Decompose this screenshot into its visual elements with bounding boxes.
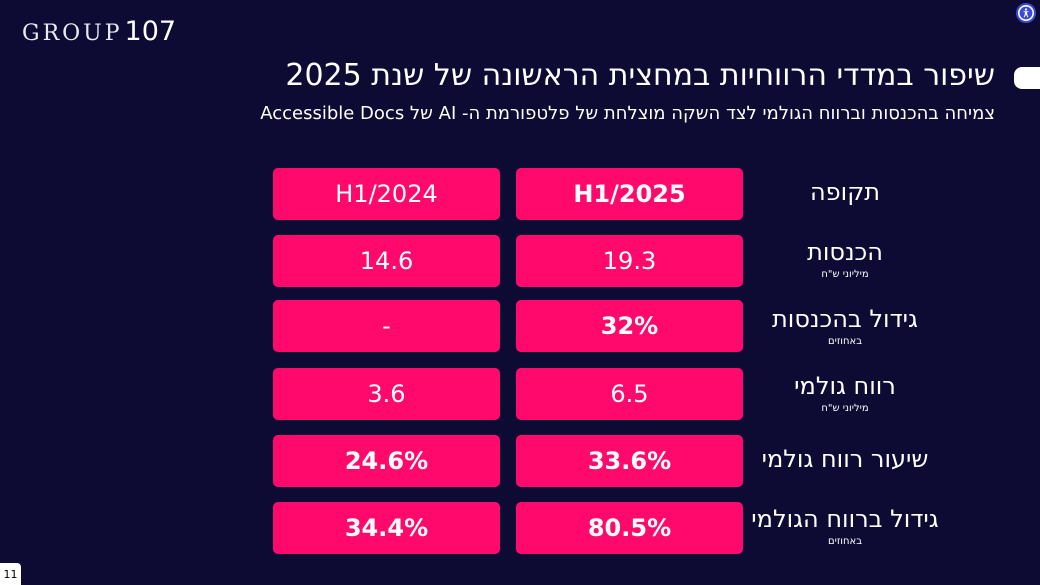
cell-h1-2024: - [273,300,500,352]
row-label-text: גידול בהכנסות [772,305,918,333]
cell-h1-2025: 6.5 [516,368,743,420]
row-sublabel: באחוזים [827,536,863,547]
row-label-text: שיעור רווח גולמי [761,445,929,473]
cell-h1-2024: 24.6% [273,435,500,487]
page-subtitle: צמיחה בהכנסות וברווח הגולמי לצד השקה מוצ… [260,103,995,124]
row-label: גידול ברווח הגולמי באחוזים [745,505,945,547]
page-title: שיפור במדדי הרווחיות במחצית הראשונה של ש… [285,58,995,93]
row-label-text: גידול ברווח הגולמי [751,505,939,533]
row-label: תקופה [745,178,945,206]
cell-h1-2025: 33.6% [516,435,743,487]
logo-word: GROUP [22,21,123,46]
cell-h1-2025: H1/2025 [516,168,743,220]
row-label-text: תקופה [809,178,880,206]
row-label-text: הכנסות [807,238,883,266]
row-label: שיעור רווח גולמי [745,445,945,473]
row-label-text: רווח גולמי [794,372,896,400]
cell-h1-2024: 3.6 [273,368,500,420]
page-number: 11 [0,563,21,585]
row-label: רווח גולמי מיליוני ש"ח [745,372,945,414]
cell-h1-2024: H1/2024 [273,168,500,220]
logo-number: 107 [124,16,177,47]
cell-h1-2024: 34.4% [273,502,500,554]
row-sublabel: מיליוני ש"ח [821,269,869,280]
cell-h1-2025: 32% [516,300,743,352]
row-sublabel: באחוזים [827,336,863,347]
side-tab[interactable] [1014,67,1040,89]
company-logo: GROUP 107 [22,16,176,47]
accessibility-icon[interactable] [1016,3,1036,23]
cell-h1-2025: 19.3 [516,235,743,287]
cell-h1-2025: 80.5% [516,502,743,554]
cell-h1-2024: 14.6 [273,235,500,287]
row-label: הכנסות מיליוני ש"ח [745,238,945,280]
row-sublabel: מיליוני ש"ח [821,403,869,414]
row-label: גידול בהכנסות באחוזים [745,305,945,347]
